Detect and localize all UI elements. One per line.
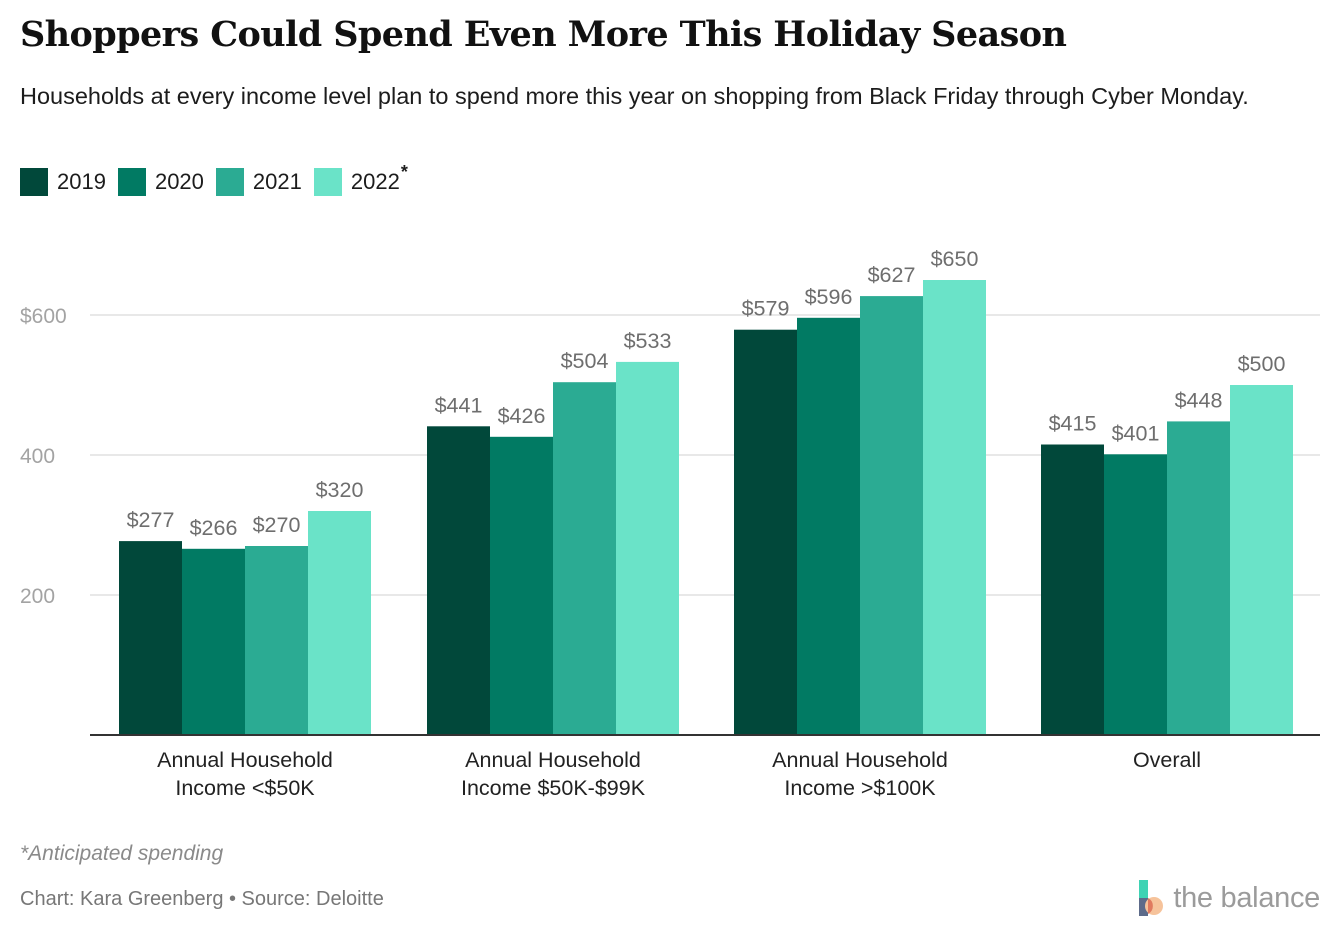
bar — [1104, 454, 1167, 735]
legend-label-2022: 2022 — [350, 169, 400, 194]
x-tick-label: Income <$50K — [175, 776, 315, 800]
legend-swatch-2020 — [117, 168, 146, 196]
data-label: $266 — [190, 516, 238, 540]
data-label: $277 — [127, 508, 175, 532]
data-label: $627 — [868, 263, 916, 287]
bar — [923, 280, 986, 735]
data-label: $650 — [931, 247, 979, 271]
source-credit: Chart: Kara Greenberg • Source: Deloitte — [20, 888, 384, 910]
legend-label-2019: 2019 — [57, 169, 106, 194]
legend-swatch-2021 — [215, 168, 244, 196]
bar — [308, 511, 371, 735]
bar — [734, 329, 797, 735]
bar — [553, 382, 616, 735]
brand-logo: the balance — [1137, 878, 1320, 918]
data-label: $415 — [1049, 412, 1097, 436]
x-tick-label: Income $50K-$99K — [461, 776, 646, 800]
legend-item-2022: 2022 * — [313, 162, 408, 196]
brand-name: the balance — [1173, 881, 1320, 914]
data-label: $401 — [1112, 421, 1160, 445]
data-label: $270 — [253, 513, 301, 537]
bar — [860, 296, 923, 735]
bar — [797, 317, 860, 735]
bar — [1041, 444, 1104, 735]
data-label: $596 — [805, 285, 853, 309]
y-tick-label: $600 — [20, 305, 67, 328]
legend-item-2021: 2021 — [215, 168, 302, 196]
data-label: $579 — [742, 297, 790, 321]
bar — [119, 541, 182, 735]
x-tick-label: Annual Household — [772, 748, 948, 772]
chart-subtitle: Households at every income level plan to… — [20, 83, 1249, 109]
data-label: $426 — [498, 404, 546, 428]
the-balance-logo-icon — [1139, 880, 1164, 916]
bar — [1230, 385, 1293, 735]
y-tick-label: 400 — [20, 445, 55, 468]
data-label: $320 — [316, 478, 364, 502]
legend-swatch-2022 — [313, 168, 342, 196]
x-tick-label: Income >$100K — [784, 776, 936, 800]
bar — [616, 361, 679, 735]
x-tick-label: Annual Household — [465, 748, 641, 772]
data-label: $448 — [1175, 388, 1223, 412]
data-label: $504 — [561, 349, 609, 373]
data-label: $533 — [624, 329, 672, 353]
footnote: *Anticipated spending — [20, 842, 224, 865]
legend-swatch-2019 — [20, 168, 48, 196]
y-tick-label: 200 — [20, 585, 55, 608]
x-tick-label: Annual Household — [157, 748, 333, 772]
bar — [1167, 421, 1230, 735]
legend-item-2020: 2020 — [117, 168, 204, 196]
bar — [245, 546, 308, 735]
x-tick-label: Overall — [1133, 748, 1201, 772]
bar — [182, 548, 245, 735]
legend-label-2021: 2021 — [252, 169, 302, 194]
data-label: $500 — [1238, 352, 1286, 376]
bar — [490, 436, 553, 735]
data-label: $441 — [435, 393, 483, 417]
legend-asterisk: * — [400, 161, 408, 182]
legend-label-2020: 2020 — [154, 169, 204, 194]
legend-item-2019: 2019 — [20, 168, 106, 196]
bar-chart: 200 400 $600 $277 $441 $579 $415 $266 $426 $596 $4… — [20, 247, 1320, 800]
legend: 2019 2020 2021 2022 * — [20, 162, 420, 199]
chart-title: Shoppers Could Spend Even More This Holi… — [20, 14, 1067, 55]
bar — [427, 426, 490, 735]
